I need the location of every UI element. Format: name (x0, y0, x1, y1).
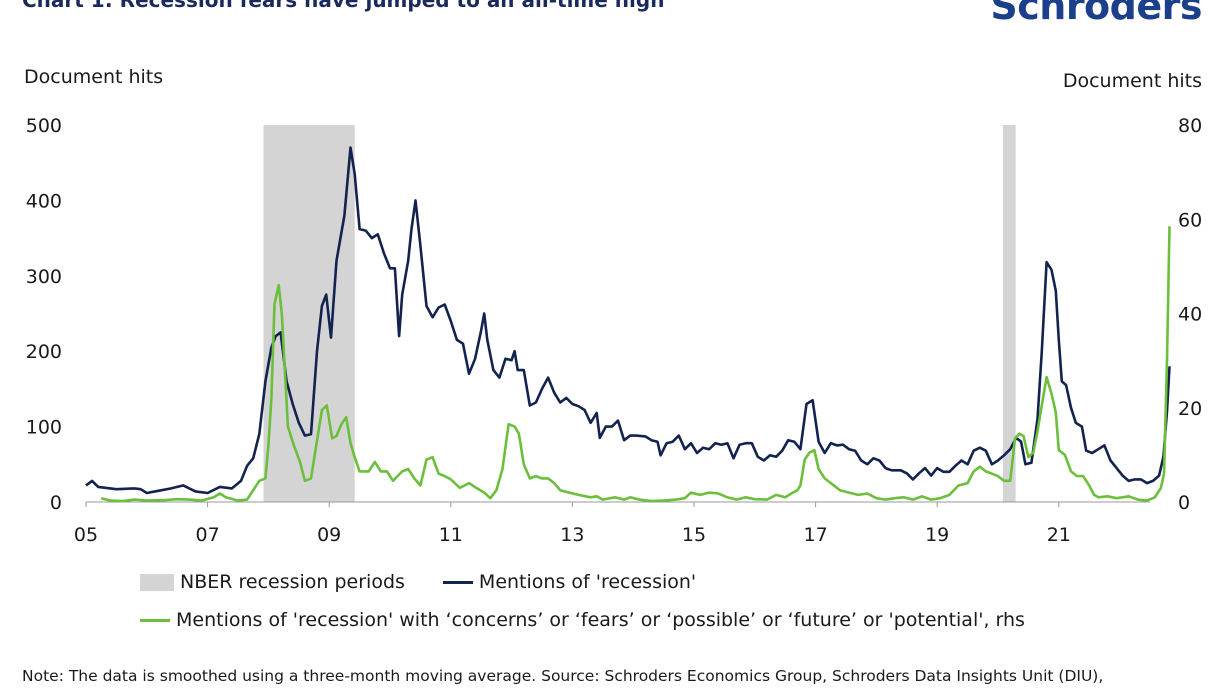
x-tick-label: 13 (560, 524, 584, 546)
legend-swatch-mentions-fears (140, 618, 170, 622)
legend-label-recession-periods: NBER recession periods (180, 571, 405, 593)
x-tick-label: 09 (317, 524, 341, 546)
line-chart: 0 100 200 300 400 500 0 20 40 60 80 05 07 09 11 13 15 17 1… (26, 115, 1202, 546)
left-y-tick-label: 300 (26, 266, 62, 288)
left-y-tick-label: 100 (26, 417, 62, 439)
x-tick-label: 15 (682, 524, 706, 546)
series-line-mentions-recession (85, 146, 1171, 495)
recession-band-2 (1002, 125, 1016, 502)
series-line-mentions-fears (100, 226, 1171, 503)
legend-label-mentions-recession: Mentions of 'recession' (478, 571, 697, 593)
schroders-logo: Schroders (990, 0, 1202, 28)
right-y-tick-label: 80 (1178, 115, 1202, 137)
right-y-tick-label: 0 (1178, 492, 1190, 514)
x-tick-label: 07 (196, 524, 220, 546)
recession-band-1 (263, 125, 355, 502)
left-axis-title: Document hits (24, 66, 164, 88)
x-tick-label: 11 (439, 524, 463, 546)
legend-item-mentions-fears: Mentions of 'recession' with ‘concerns’ … (140, 609, 1025, 631)
legend-item-mentions-recession: Mentions of 'recession' (442, 571, 697, 593)
legend-row-1: NBER recession periods Mentions of 'rece… (140, 571, 734, 593)
x-tick-label: 17 (804, 524, 828, 546)
right-y-tick-label: 60 (1178, 209, 1202, 231)
legend-swatch-recession-periods (140, 573, 174, 591)
left-y-tick-label: 400 (26, 190, 62, 212)
chart-title: Chart 1: Recession fears have jumped to … (22, 0, 665, 12)
right-y-tick-label: 40 (1178, 304, 1202, 326)
x-tick-label: 21 (1047, 524, 1071, 546)
right-axis-title: Document hits (1062, 70, 1202, 92)
right-y-tick-label: 20 (1178, 398, 1202, 420)
legend-item-recession-periods: NBER recession periods (140, 571, 405, 593)
legend-swatch-mentions-recession (442, 580, 473, 584)
legend-row-2: Mentions of 'recession' with ‘concerns’ … (140, 609, 1063, 631)
left-y-tick-label: 0 (50, 492, 62, 514)
left-y-tick-label: 200 (26, 341, 62, 363)
left-y-tick-label: 500 (26, 115, 62, 137)
x-tick-label: 05 (74, 524, 98, 546)
source-note: Note: The data is smoothed using a three… (22, 667, 1104, 685)
legend-label-mentions-fears: Mentions of 'recession' with ‘concerns’ … (176, 609, 1025, 631)
x-tick-label: 19 (925, 524, 949, 546)
